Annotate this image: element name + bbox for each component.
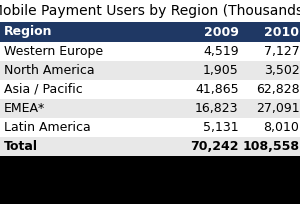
Bar [0, 156, 300, 204]
Text: 3,502: 3,502 [264, 64, 299, 77]
Text: 2009: 2009 [204, 26, 238, 39]
Text: Latin America: Latin America [4, 121, 90, 134]
Text: North America: North America [4, 64, 94, 77]
Bar [0, 137, 300, 156]
Bar [0, 99, 300, 118]
Text: 4,519: 4,519 [203, 45, 238, 58]
Bar [0, 61, 300, 80]
Text: Total: Total [4, 140, 38, 153]
Bar [0, 118, 300, 137]
Text: 108,558: 108,558 [242, 140, 299, 153]
Text: 70,242: 70,242 [190, 140, 238, 153]
Text: Asia / Pacific: Asia / Pacific [4, 83, 82, 96]
Text: 1,905: 1,905 [203, 64, 238, 77]
Bar [0, 42, 300, 61]
Text: 16,823: 16,823 [195, 102, 238, 115]
Text: 5,131: 5,131 [203, 121, 238, 134]
Text: 8,010: 8,010 [263, 121, 299, 134]
Bar [0, 80, 300, 99]
Text: Region: Region [4, 26, 52, 39]
Text: 2010: 2010 [264, 26, 299, 39]
Text: Western Europe: Western Europe [4, 45, 103, 58]
Text: EMEA*: EMEA* [4, 102, 45, 115]
Bar [0, 22, 300, 42]
Text: 41,865: 41,865 [195, 83, 238, 96]
Text: 27,091: 27,091 [256, 102, 299, 115]
Text: 7,127: 7,127 [264, 45, 299, 58]
Text: Mobile Payment Users by Region (Thousands): Mobile Payment Users by Region (Thousand… [0, 4, 300, 18]
Text: 62,828: 62,828 [256, 83, 299, 96]
